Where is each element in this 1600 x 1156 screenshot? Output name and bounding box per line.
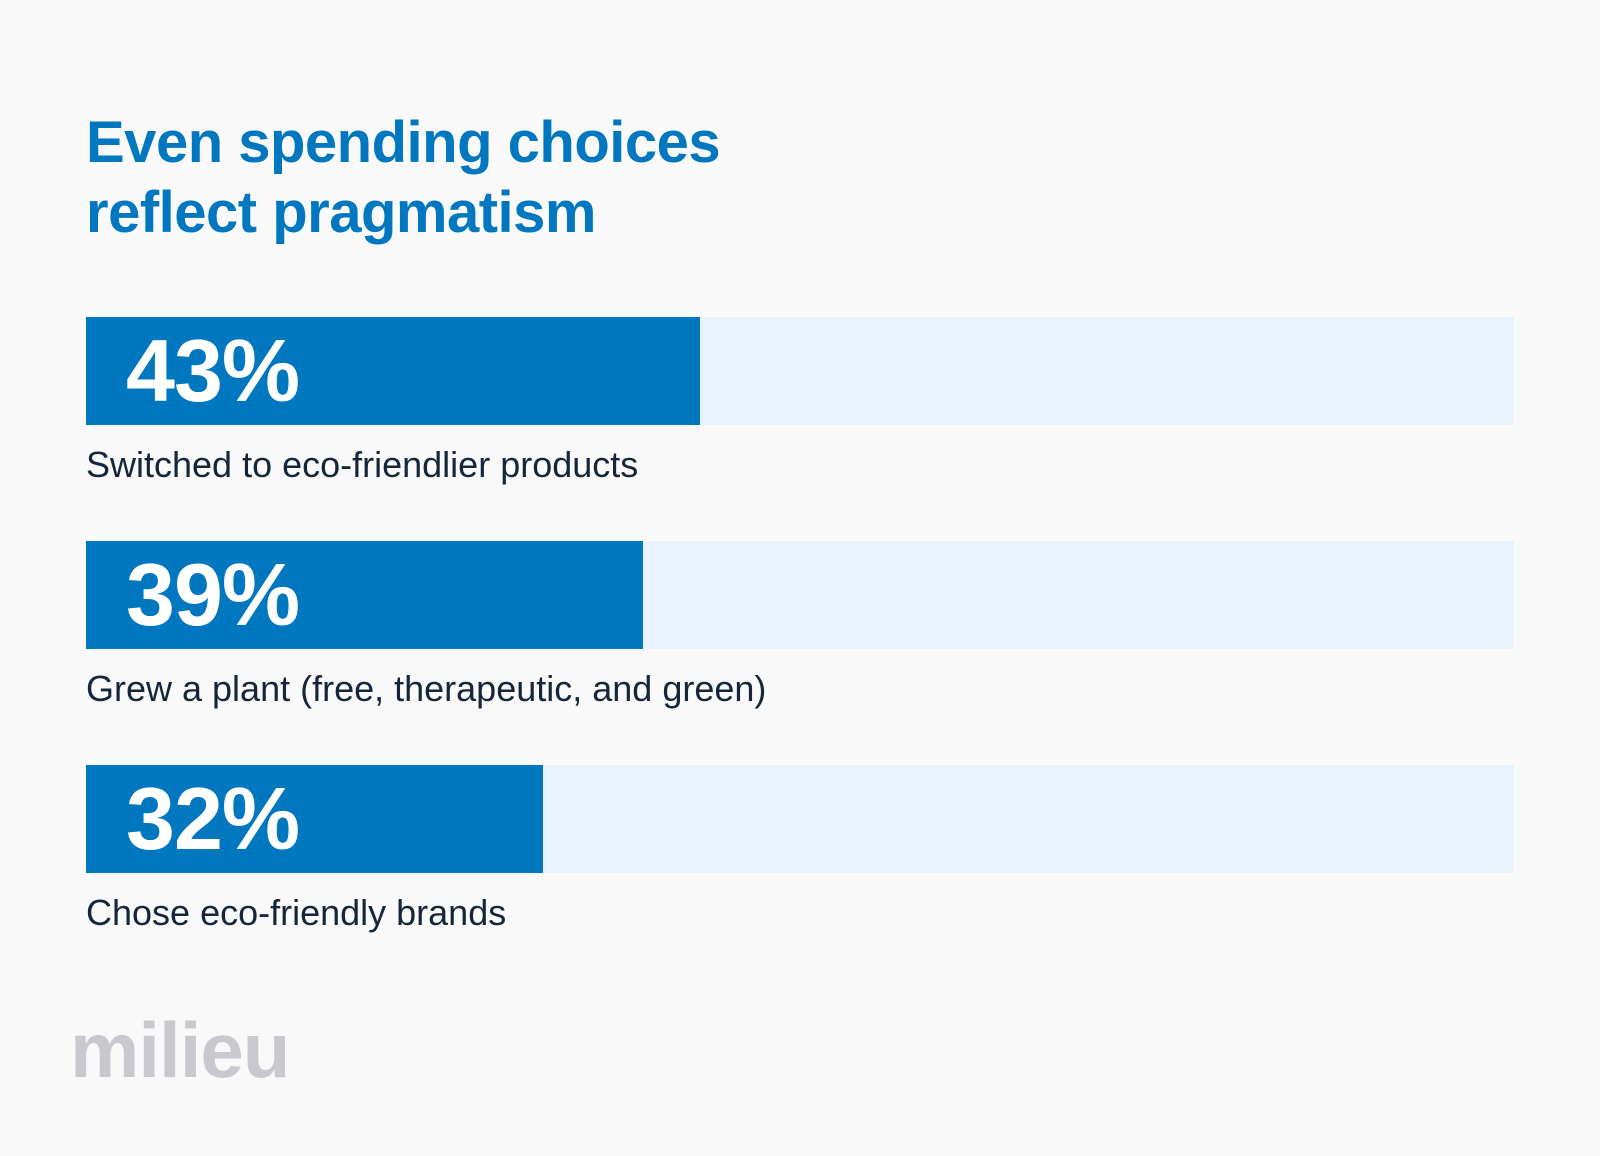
bar-value-label-3: 32%: [126, 769, 300, 868]
bar-value-label-1: 43%: [126, 321, 300, 420]
chart-title: Even spending choices reflect pragmatism: [86, 108, 986, 248]
bar-row-3: 32% Chose eco-friendly brands: [86, 765, 1514, 989]
bar-category-label-2: Grew a plant (free, therapeutic, and gre…: [86, 668, 767, 709]
bar-category-label-3: Chose eco-friendly brands: [86, 892, 507, 933]
bar-row-1: 43% Switched to eco-friendlier products: [86, 317, 1514, 541]
bar-category-label-1: Switched to eco-friendlier products: [86, 444, 639, 485]
milieu-logo: milieu: [70, 1006, 290, 1094]
bar-chart: 43% Switched to eco-friendlier products …: [86, 317, 1514, 989]
bar-value-label-2: 39%: [126, 545, 300, 644]
bar-fill-2: [86, 541, 643, 649]
chart-title-line-2: reflect pragmatism: [86, 180, 596, 245]
chart-title-line-1: Even spending choices: [86, 110, 721, 175]
bar-fill-1: [86, 317, 700, 425]
bar-row-2: 39% Grew a plant (free, therapeutic, and…: [86, 541, 1514, 765]
bar-fill-3: [86, 765, 543, 873]
